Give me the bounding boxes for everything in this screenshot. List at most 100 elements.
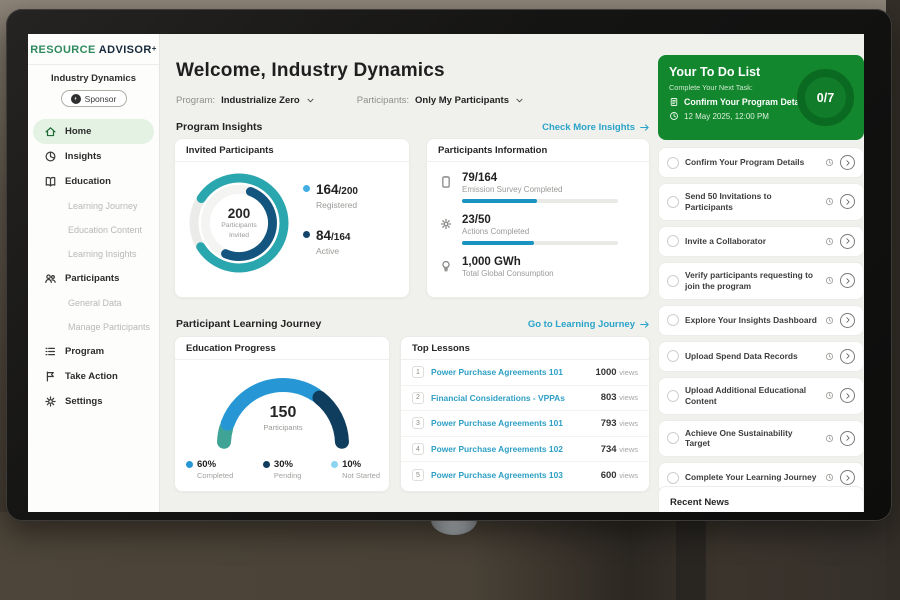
- task-upload-spend-data-records[interactable]: Upload Spend Data Records: [658, 340, 864, 372]
- task-open-button[interactable]: [840, 470, 855, 486]
- lesson-row-2[interactable]: 2 Financial Considerations - VPPAs 803 vie…: [401, 386, 649, 412]
- lessons-list: 1 Power Purchase Agreements 101 1000 views…: [401, 360, 649, 488]
- task-invite-a-collaborator[interactable]: Invite a Collaborator: [658, 225, 864, 257]
- task-open-button[interactable]: [840, 348, 855, 364]
- sidebar-item-home[interactable]: Home: [33, 119, 154, 144]
- education-total: 150: [269, 404, 297, 421]
- lesson-title-link[interactable]: Power Purchase Agreements 103: [431, 470, 563, 481]
- task-open-button[interactable]: [840, 233, 855, 249]
- participants-stats: 79/164 Emission Survey Completed 23/50 Acti…: [427, 162, 649, 278]
- lesson-row-3[interactable]: 3 Power Purchase Agreements 101 793 views: [401, 411, 649, 437]
- todo-title: Your To Do List: [669, 65, 761, 79]
- filter-program[interactable]: Program: Industrialize Zero: [176, 95, 315, 106]
- program-insights-header: Program Insights Check More Insights: [176, 121, 650, 133]
- task-confirm-your-program-details[interactable]: Confirm Your Program Details: [658, 147, 864, 178]
- sidebar-item-participants[interactable]: Participants: [28, 266, 159, 291]
- task-checkbox[interactable]: [667, 471, 679, 484]
- lesson-rank: 3: [412, 417, 424, 430]
- check-more-insights-link[interactable]: Check More Insights: [542, 122, 650, 133]
- legend-label: Registered: [316, 200, 358, 210]
- sidebar-item-education[interactable]: Education: [28, 169, 159, 194]
- clock-icon: [825, 316, 834, 325]
- sidebar-item-settings[interactable]: Settings: [28, 389, 159, 414]
- clock-icon: [825, 197, 834, 206]
- lesson-row-1[interactable]: 1 Power Purchase Agreements 101 1000 views: [401, 360, 649, 386]
- education-legend: 60% Completed 30% Pending 10% Not Started: [186, 459, 380, 480]
- education-legend-item-pending: 30% Pending: [262, 459, 301, 480]
- monitor-bezel: RESOURCE ADVISOR+ Industry Dynamics Spon…: [6, 9, 892, 521]
- participants-information-title: Participants Information: [427, 139, 649, 162]
- sidebar-item-take-action[interactable]: Take Action: [28, 364, 159, 389]
- learning-journey-title: Participant Learning Journey: [176, 318, 322, 330]
- lesson-row-4[interactable]: 4 Power Purchase Agreements 102 734 views: [401, 437, 649, 463]
- filter-participants[interactable]: Participants: Only My Participants: [357, 95, 524, 106]
- clock-icon: [825, 276, 834, 285]
- task-open-button[interactable]: [840, 388, 855, 404]
- go-to-learning-journey-link[interactable]: Go to Learning Journey: [528, 319, 650, 330]
- insights-icon: [44, 150, 57, 163]
- task-explore-your-insights-dashboard[interactable]: Explore Your Insights Dashboard: [658, 304, 864, 336]
- take-action-icon: [44, 370, 57, 383]
- sidebar-item-insights[interactable]: Insights: [28, 144, 159, 169]
- task-checkbox[interactable]: [667, 235, 679, 248]
- lesson-row-5[interactable]: 5 Power Purchase Agreements 103 600 views: [401, 462, 649, 488]
- logo-advisor: ADVISOR: [98, 44, 152, 56]
- invited-donut-chart: 200 Participants Invited: [185, 169, 293, 277]
- filter-value: Industrialize Zero: [221, 95, 300, 106]
- recent-news-card[interactable]: Recent News: [658, 486, 864, 512]
- legend-dot-icon: [331, 461, 339, 468]
- task-verify-participants-requesting-to-join-the-program[interactable]: Verify participants requesting to join t…: [658, 261, 864, 300]
- sidebar-item-program[interactable]: Program: [28, 339, 159, 364]
- sidebar-item-learning-insights[interactable]: Learning Insights: [68, 249, 137, 259]
- sponsor-badge[interactable]: Sponsor: [60, 90, 127, 107]
- task-checkbox[interactable]: [667, 195, 679, 208]
- legend-dot-icon: [303, 185, 310, 192]
- lesson-title-link[interactable]: Power Purchase Agreements 101: [431, 418, 563, 429]
- education-legend-item-not-started: 10% Not Started: [331, 459, 380, 480]
- lesson-views: 600 views: [600, 469, 638, 481]
- sidebar-item-label: Education: [65, 176, 111, 187]
- logo-plus: +: [151, 44, 157, 53]
- task-achieve-one-sustainability-target[interactable]: Achieve One Sustainability Target: [658, 419, 864, 458]
- task-checkbox[interactable]: [667, 274, 679, 287]
- survey-icon: [439, 175, 453, 189]
- sidebar-item-general-data[interactable]: General Data: [68, 298, 122, 308]
- consumption-icon: [439, 259, 453, 273]
- recent-news-title: Recent News: [670, 497, 730, 508]
- go-to-learning-journey-label: Go to Learning Journey: [527, 318, 635, 330]
- lesson-title-link[interactable]: Power Purchase Agreements 101: [431, 367, 563, 378]
- task-checkbox[interactable]: [667, 432, 679, 445]
- app-logo: RESOURCE ADVISOR+: [28, 34, 159, 65]
- task-checkbox[interactable]: [667, 350, 679, 363]
- lesson-title-link[interactable]: Power Purchase Agreements 102: [431, 444, 563, 455]
- participants-information-card: Participants Information 79/164 Emission …: [426, 138, 650, 298]
- task-checkbox[interactable]: [667, 156, 679, 169]
- task-open-button[interactable]: [840, 194, 855, 210]
- task-open-button[interactable]: [840, 312, 855, 328]
- main-content: Welcome, Industry Dynamics Program: Indus…: [174, 34, 652, 512]
- program-insights-title: Program Insights: [176, 121, 263, 133]
- task-send-50-invitations-to-participants[interactable]: Send 50 Invitations to Participants: [658, 183, 864, 221]
- education-legend-item-completed: 60% Completed: [186, 459, 233, 480]
- education-center-label: Participants: [263, 423, 303, 432]
- task-open-button[interactable]: [840, 273, 855, 289]
- lesson-title-link[interactable]: Financial Considerations - VPPAs: [431, 392, 565, 403]
- sidebar-item-education-content[interactable]: Education Content: [68, 225, 143, 235]
- sidebar-item-manage-participants[interactable]: Manage Participants: [68, 322, 151, 332]
- clock-icon: [825, 434, 834, 443]
- task-open-button[interactable]: [840, 430, 855, 446]
- gauge-svg: [217, 378, 349, 449]
- legend-value: 164: [316, 182, 339, 197]
- invited-center-label-1: Participants: [221, 222, 257, 230]
- education-gauge-chart: 150 Participants: [208, 366, 358, 450]
- todo-next-due-row: 12 May 2025, 12:00 PM: [669, 111, 853, 121]
- task-checkbox[interactable]: [667, 389, 679, 402]
- sidebar-item-learning-journey[interactable]: Learning Journey: [68, 201, 138, 211]
- legend-total: /164: [331, 232, 351, 243]
- task-checkbox[interactable]: [667, 314, 679, 327]
- clipboard-icon: [669, 97, 679, 107]
- lesson-views: 803 views: [600, 392, 638, 404]
- sidebar-item-label: Settings: [65, 396, 103, 407]
- task-open-button[interactable]: [840, 155, 855, 170]
- task-upload-additional-educational-content[interactable]: Upload Additional Educational Content: [658, 376, 864, 415]
